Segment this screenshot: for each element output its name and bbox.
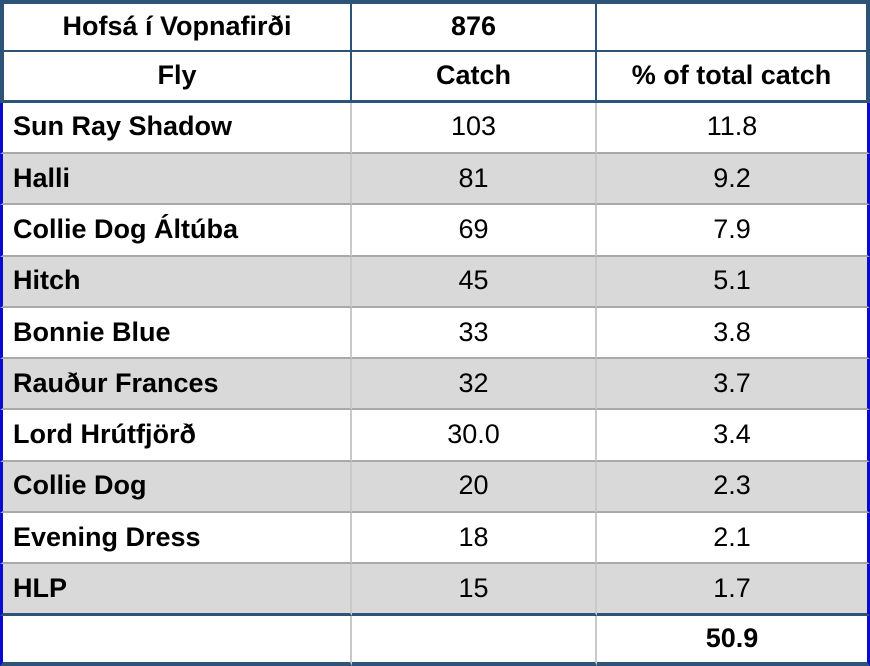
catch-value: 15	[352, 564, 597, 616]
total-empty-catch-cell	[352, 615, 597, 666]
total-row: 50.9	[0, 615, 870, 666]
pct-value: 3.4	[597, 410, 870, 462]
column-header-pct: % of total catch	[597, 52, 870, 103]
river-name: Hofsá í Vopnafirði	[0, 0, 352, 53]
total-empty-fly-cell	[0, 615, 352, 666]
column-header-row: Fly Catch % of total catch	[0, 52, 870, 103]
catch-value: 18	[352, 512, 597, 565]
catch-value: 20	[352, 461, 597, 513]
catch-value: 30.0	[352, 410, 597, 462]
catch-value: 32	[352, 359, 597, 411]
table-row: Evening Dress 18 2.1	[0, 512, 870, 565]
fly-name: Halli	[0, 153, 352, 206]
fly-name: Hitch	[0, 256, 352, 308]
fly-name: Collie Dog	[0, 461, 352, 513]
pct-value: 7.9	[597, 205, 870, 257]
catch-value: 33	[352, 307, 597, 360]
pct-value: 1.7	[597, 564, 870, 616]
catch-value: 103	[352, 102, 597, 154]
table-title-row: Hofsá í Vopnafirði 876	[0, 0, 870, 53]
pct-value: 5.1	[597, 256, 870, 308]
pct-value: 2.1	[597, 512, 870, 565]
fly-name: Bonnie Blue	[0, 307, 352, 360]
fly-name: Evening Dress	[0, 512, 352, 565]
title-empty-cell	[597, 0, 870, 53]
river-total-catch: 876	[352, 0, 597, 53]
table-row: Rauður Frances 32 3.7	[0, 359, 870, 411]
pct-value: 3.8	[597, 307, 870, 360]
table-row: Bonnie Blue 33 3.8	[0, 307, 870, 360]
table-row: Sun Ray Shadow 103 11.8	[0, 102, 870, 154]
fly-name: Rauður Frances	[0, 359, 352, 411]
pct-value: 3.7	[597, 359, 870, 411]
fly-name: Collie Dog Áltúba	[0, 205, 352, 257]
catch-value: 69	[352, 205, 597, 257]
table-row: HLP 15 1.7	[0, 564, 870, 616]
table-row: Halli 81 9.2	[0, 153, 870, 206]
column-header-fly: Fly	[0, 52, 352, 103]
pct-value: 9.2	[597, 153, 870, 206]
catch-value: 45	[352, 256, 597, 308]
catch-value: 81	[352, 153, 597, 206]
table-row: Collie Dog 20 2.3	[0, 461, 870, 513]
table-row: Hitch 45 5.1	[0, 256, 870, 308]
table-row: Lord Hrútfjörð 30.0 3.4	[0, 410, 870, 462]
table-row: Collie Dog Áltúba 69 7.9	[0, 205, 870, 257]
column-header-catch: Catch	[352, 52, 597, 103]
fly-name: HLP	[0, 564, 352, 616]
pct-value: 11.8	[597, 102, 870, 154]
fly-name: Lord Hrútfjörð	[0, 410, 352, 462]
pct-value: 2.3	[597, 461, 870, 513]
fly-name: Sun Ray Shadow	[0, 102, 352, 154]
total-pct-value: 50.9	[597, 615, 870, 666]
